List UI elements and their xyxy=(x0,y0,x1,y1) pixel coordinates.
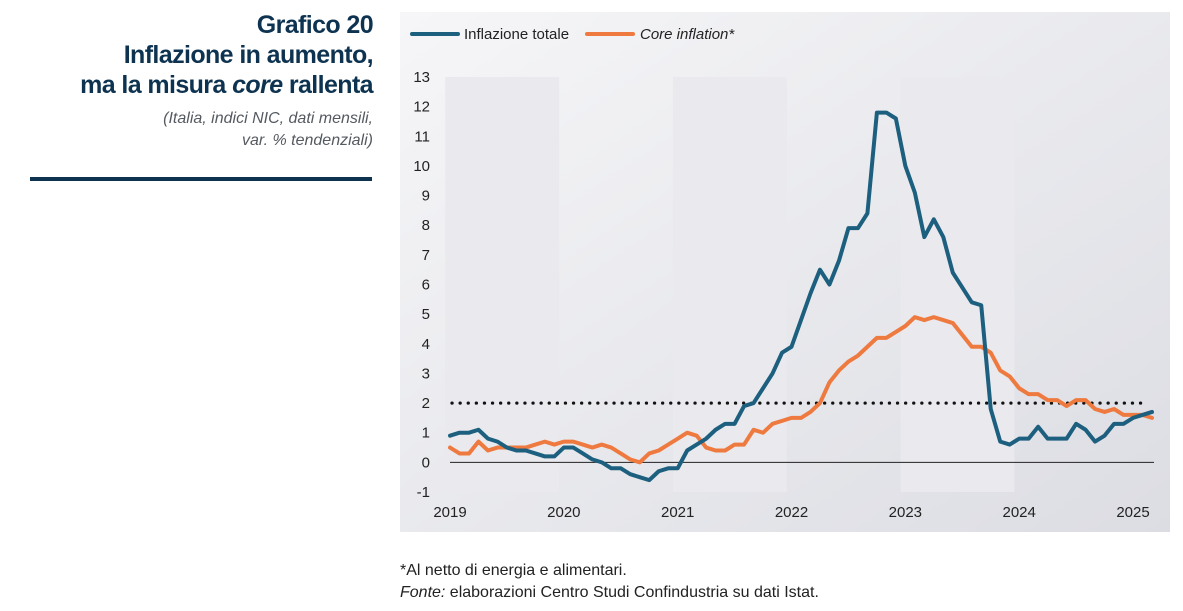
y-tick-label: -1 xyxy=(417,484,430,501)
y-tick-label: 13 xyxy=(413,69,430,86)
y-tick-label: 9 xyxy=(422,188,430,205)
chart-subtitle: (Italia, indici NIC, dati mensili, var. … xyxy=(13,108,373,152)
y-tick-label: 2 xyxy=(422,395,430,412)
footnote-source: Fonte: elaborazioni Centro Studi Confind… xyxy=(400,582,819,604)
chart-subtitle-line2: var. % tendenziali) xyxy=(241,132,373,149)
x-tick-label: 2020 xyxy=(547,504,580,521)
header-divider xyxy=(30,177,372,181)
x-tick-label: 2024 xyxy=(1003,504,1036,521)
y-tick-label: 1 xyxy=(422,425,430,442)
chart-panel: -1 0 1 2 3 4 5 6 7 8 9 10 11 12 13 2019 2020 2021 2022 202… xyxy=(400,12,1170,532)
chart-title-line2: ma la misura core rallenta xyxy=(13,70,374,100)
legend-label-core: Core inflation* xyxy=(640,26,735,43)
y-tick-label: 7 xyxy=(422,247,430,264)
year-band-2019 xyxy=(445,77,560,492)
y-tick-label: 0 xyxy=(422,454,430,471)
chart-number: Grafico 20 xyxy=(256,11,374,39)
x-tick-label: 2021 xyxy=(661,504,694,521)
chart-title-line2-post: rallenta xyxy=(282,71,374,99)
y-tick-label: 8 xyxy=(422,217,430,234)
y-tick-label: 4 xyxy=(422,336,430,353)
legend: Inflazione totale Core inflation* xyxy=(410,26,735,43)
x-tick-label: 2019 xyxy=(433,504,466,521)
y-tick-label: 3 xyxy=(422,365,430,382)
chart-title-line2-pre: ma la misura xyxy=(80,71,233,99)
chart-title-line2-em: core xyxy=(232,71,283,99)
footnote-core-definition: *Al netto di energia e alimentari. xyxy=(400,562,627,579)
series-line-total xyxy=(448,110,1154,483)
source-label: Fonte: xyxy=(400,584,446,601)
y-tick-label: 11 xyxy=(414,128,430,145)
x-tick-label: 2023 xyxy=(889,504,922,521)
legend-label-total: Inflazione totale xyxy=(464,26,569,43)
x-tick-label: 2022 xyxy=(775,504,808,521)
y-tick-label: 12 xyxy=(413,99,430,116)
y-tick-label: 6 xyxy=(422,277,430,294)
series-line-core xyxy=(448,315,1154,465)
chart-footnote: *Al netto di energia e alimentari. Fonte… xyxy=(400,560,819,604)
y-tick-label: 5 xyxy=(422,306,430,323)
chart-title-line1: Inflazione in aumento, xyxy=(123,41,374,69)
year-band-2021 xyxy=(672,77,787,492)
chart-header: Grafico 20 Inflazione in aumento, ma la … xyxy=(13,10,374,152)
chart-subtitle-line1: (Italia, indici NIC, dati mensili, xyxy=(163,110,373,127)
y-tick-label: 10 xyxy=(413,158,430,175)
source-text: elaborazioni Centro Studi Confindustria … xyxy=(445,584,819,601)
x-tick-label: 2025 xyxy=(1116,504,1149,521)
